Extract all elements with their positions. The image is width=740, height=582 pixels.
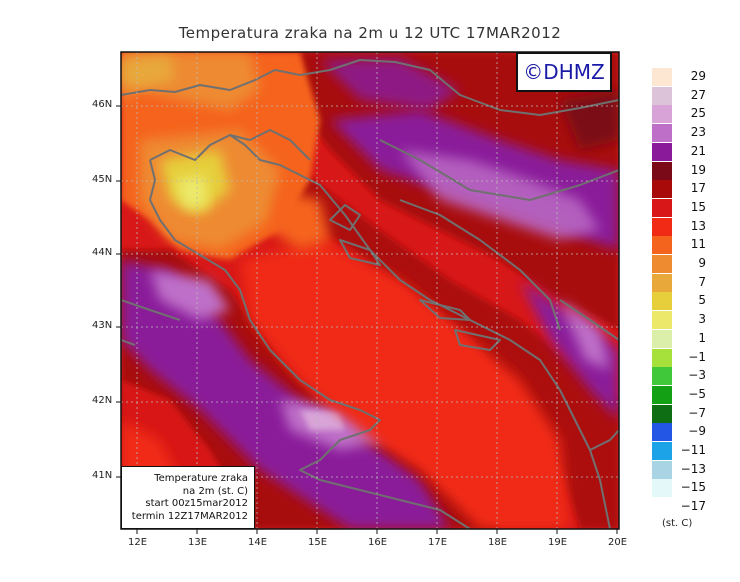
- legend-swatch: [652, 142, 672, 161]
- legend-swatch: [652, 460, 672, 479]
- y-tick-43n: 43N: [92, 320, 113, 331]
- legend-swatch: [652, 404, 672, 423]
- legend-swatch: [652, 479, 672, 498]
- y-tick-44n: 44N: [92, 247, 113, 258]
- legend-label: −1: [688, 349, 706, 364]
- info-line-1: Temperature zraka: [154, 473, 248, 484]
- x-tick-13e: 13E: [188, 537, 208, 548]
- legend-units: (st. C): [662, 518, 693, 529]
- legend-swatch: [652, 217, 672, 236]
- legend-swatch: [652, 124, 672, 143]
- x-tick-18e: 18E: [488, 537, 508, 548]
- coastlines: [121, 59, 619, 529]
- x-tick-19e: 19E: [548, 537, 568, 548]
- legend-swatch: [652, 385, 672, 404]
- axis-ticks: [116, 105, 618, 534]
- legend-label: −3: [688, 368, 706, 383]
- dhmz-logo: ©DHMZ: [516, 52, 612, 92]
- y-tick-46n: 46N: [92, 99, 113, 110]
- legend-swatch: [652, 498, 672, 517]
- legend-swatch: [652, 105, 672, 124]
- legend-swatch: [652, 198, 672, 217]
- legend-label: −17: [680, 499, 706, 514]
- legend-swatch: [652, 273, 672, 292]
- x-tick-15e: 15E: [308, 537, 328, 548]
- legend-label: 23: [690, 125, 706, 140]
- legend-label: 27: [690, 87, 706, 102]
- x-tick-12e: 12E: [128, 537, 148, 548]
- x-tick-16e: 16E: [368, 537, 388, 548]
- x-tick-17e: 17E: [428, 537, 448, 548]
- legend-swatch: [652, 86, 672, 105]
- y-tick-42n: 42N: [92, 395, 113, 406]
- legend-swatch: [652, 367, 672, 386]
- legend-label: 3: [698, 312, 706, 327]
- graticule: [121, 52, 619, 529]
- x-tick-20e: 20E: [608, 537, 628, 548]
- info-line-4: termin 12Z17MAR2012: [131, 510, 248, 522]
- legend-swatch: [652, 180, 672, 199]
- legend-label: 21: [690, 143, 706, 158]
- map-frame: [120, 51, 620, 530]
- legend-swatch: [652, 329, 672, 348]
- legend-label: 1: [698, 330, 706, 345]
- legend-label: −7: [688, 405, 706, 420]
- temperature-field: [121, 52, 619, 529]
- legend-label: −5: [688, 386, 706, 401]
- legend-swatch: [652, 68, 672, 86]
- legend-label: 15: [690, 199, 706, 214]
- x-tick-14e: 14E: [248, 537, 268, 548]
- legend-swatch: [652, 161, 672, 180]
- legend-swatch: [652, 311, 672, 330]
- map-title: Temperatura zraka na 2m u 12 UTC 17MAR20…: [178, 24, 562, 42]
- legend-swatch: [652, 423, 672, 442]
- legend-swatch: [652, 236, 672, 255]
- legend-label: 5: [698, 293, 706, 308]
- legend-label: −11: [680, 443, 706, 457]
- y-tick-45n: 45N: [92, 174, 113, 185]
- legend-label: 9: [698, 256, 706, 270]
- legend-label: 19: [690, 162, 706, 177]
- info-line-3: start 00z15mar2012: [145, 498, 248, 509]
- legend-label: −15: [680, 480, 706, 495]
- y-tick-41n: 41N: [92, 470, 113, 481]
- legend-label: 29: [690, 69, 706, 83]
- legend-swatch: [652, 348, 672, 367]
- legend-label: 25: [690, 106, 706, 121]
- legend-swatch: [652, 292, 672, 311]
- info-box: Temperature zraka na 2m (st. C) start 00…: [121, 466, 255, 529]
- legend-label: 17: [690, 181, 706, 196]
- legend-label: −13: [680, 461, 706, 476]
- info-line-2: na 2m (st. C): [182, 485, 248, 497]
- legend-label: 7: [698, 274, 706, 289]
- legend-swatch: [652, 255, 672, 273]
- legend-label: 13: [690, 218, 706, 233]
- legend-label: −9: [688, 424, 706, 439]
- legend-label: 11: [690, 237, 706, 252]
- legend-swatch: [652, 442, 672, 460]
